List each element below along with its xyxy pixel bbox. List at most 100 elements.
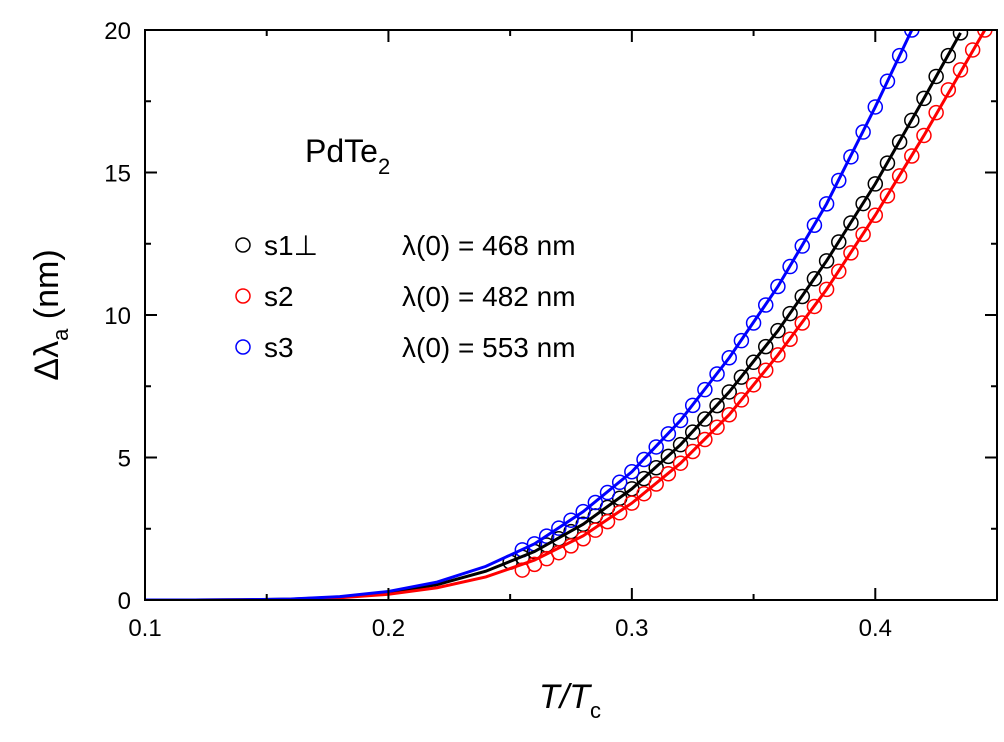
data-point [928, 104, 944, 121]
data-point [904, 30, 920, 38]
legend-marker [235, 339, 251, 355]
data-point [684, 443, 701, 460]
data-point [648, 476, 664, 492]
data-point [672, 455, 689, 471]
data-point [599, 513, 616, 530]
data-point [709, 366, 725, 382]
data-point [721, 384, 737, 400]
data-point [794, 315, 811, 331]
data-point [697, 381, 713, 398]
data-point [745, 377, 762, 393]
data-point [648, 439, 664, 455]
data-point [660, 465, 677, 482]
legend-note: λ(0) = 468 nm [402, 230, 576, 261]
data-point [563, 512, 579, 528]
y-tick-label: 0 [118, 588, 131, 615]
data-point [806, 271, 823, 287]
data-point [770, 322, 786, 339]
data-point [916, 90, 932, 107]
data-point [855, 226, 871, 243]
x-axis-label: T/Tc [539, 678, 601, 723]
data-point [721, 407, 737, 423]
data-point [928, 68, 944, 85]
data-point [843, 149, 859, 165]
legend-marker [235, 288, 251, 304]
legend-note: λ(0) = 482 nm [402, 281, 576, 312]
fit-line [145, 30, 987, 600]
y-tick-label: 15 [104, 161, 131, 188]
fit-line [145, 32, 962, 600]
data-point [952, 30, 969, 41]
plot-frame [144, 29, 998, 601]
legend-label: s2 [264, 281, 294, 312]
data-point [624, 495, 640, 511]
data-point [587, 522, 604, 538]
data-point [794, 238, 811, 254]
data-point [672, 412, 689, 429]
data-point [977, 30, 993, 38]
data-point [806, 217, 823, 233]
data-point [867, 176, 884, 192]
x-tick-label: 0.4 [859, 615, 892, 642]
data-point [879, 188, 896, 204]
data-point [818, 281, 835, 298]
data-point [599, 484, 616, 501]
title-main: PdTe [305, 133, 378, 169]
y-tick-label: 20 [104, 18, 131, 45]
data-point [831, 172, 847, 189]
data-point [843, 215, 859, 231]
data-point [733, 369, 750, 385]
legend-marker [235, 237, 251, 253]
data-point [697, 431, 713, 448]
data-point [551, 520, 567, 536]
data-point [916, 127, 932, 144]
data-point [636, 451, 652, 468]
legend-label: s1⊥ [264, 230, 318, 261]
data-point [733, 392, 750, 408]
data-point [636, 485, 652, 502]
legend-note: λ(0) = 553 nm [402, 332, 576, 363]
data-point [964, 42, 981, 58]
data-point [831, 263, 847, 280]
data-point [904, 112, 920, 129]
data-point [904, 148, 920, 164]
data-point [879, 155, 896, 171]
x-tick-label: 0.1 [128, 615, 161, 642]
data-point [940, 82, 957, 98]
data-point [624, 464, 640, 480]
data-point [770, 278, 786, 295]
legend-label: s3 [264, 332, 294, 363]
data-point [867, 207, 884, 223]
data-point [684, 397, 701, 414]
x-label-sub: c [590, 698, 601, 723]
data-point [818, 196, 835, 212]
data-point [940, 47, 957, 64]
data-point [611, 505, 628, 521]
data-point [757, 362, 774, 379]
y-label-sub: a [48, 328, 73, 341]
x-tick-label: 0.2 [372, 615, 405, 642]
data-point [660, 448, 677, 465]
data-point [757, 297, 774, 313]
data-point [770, 347, 786, 363]
data-point [818, 253, 835, 269]
data-point [575, 503, 591, 520]
data-point [891, 168, 908, 184]
data-point [855, 195, 871, 212]
data-point [782, 305, 798, 322]
data-point [587, 494, 604, 511]
data-point [709, 397, 725, 414]
y-axis-label: Δλa (nm) [28, 249, 73, 380]
data-point [660, 426, 677, 442]
data-point [891, 134, 908, 150]
x-label-main: T/T [539, 678, 592, 716]
data-point [733, 332, 750, 349]
data-point [794, 288, 811, 305]
data-point [684, 424, 701, 440]
data-point [891, 47, 908, 64]
data-point [867, 99, 884, 115]
data-point [952, 62, 969, 78]
data-point [855, 124, 871, 140]
data-point [831, 234, 847, 250]
